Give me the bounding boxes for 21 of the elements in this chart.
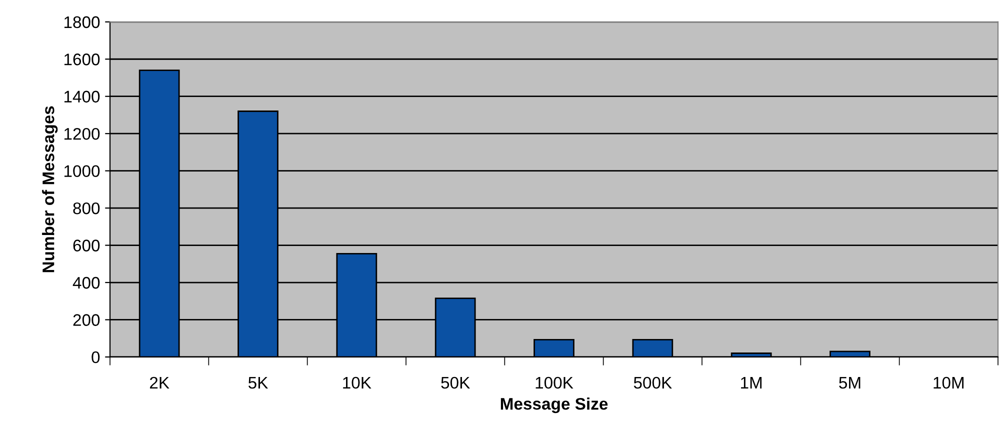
x-tick-label: 10K bbox=[343, 376, 372, 389]
x-tick-label: 5M bbox=[839, 377, 860, 389]
y-tick-label: 0 bbox=[92, 351, 100, 364]
x-tick-label: 2K bbox=[150, 376, 170, 388]
y-tick-label: 400 bbox=[72, 276, 100, 289]
y-tick-label: 1000 bbox=[64, 165, 100, 178]
x-tick-label: 5K bbox=[248, 377, 268, 389]
x-tick-label: 1M bbox=[741, 377, 762, 388]
x-tick-label: 500K bbox=[634, 376, 672, 389]
y-tick-label: 1600 bbox=[64, 54, 100, 66]
y-axis-title: Number of Messages bbox=[42, 106, 58, 272]
y-tick-label: 1400 bbox=[64, 90, 100, 103]
y-tick-label: 200 bbox=[73, 314, 100, 326]
y-tick-label: 1200 bbox=[64, 128, 100, 140]
x-tick-label: 100K bbox=[536, 376, 574, 389]
y-tick-label: 600 bbox=[73, 240, 100, 252]
y-tick-label: 1800 bbox=[64, 16, 100, 28]
y-tick-label: 800 bbox=[73, 202, 100, 214]
x-axis-title: Message Size bbox=[500, 398, 608, 414]
x-tick-label: 50K bbox=[441, 376, 470, 389]
x-tick-label: 10M bbox=[934, 376, 964, 389]
